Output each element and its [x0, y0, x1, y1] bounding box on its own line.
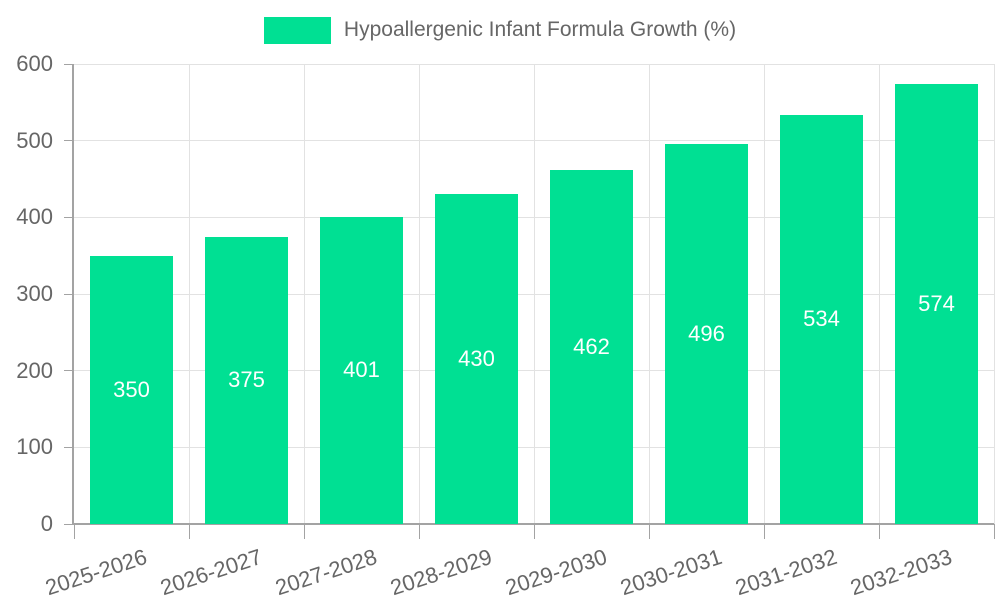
- x-gridline: [303, 64, 305, 524]
- x-tick-label: 2032-2033: [847, 544, 956, 600]
- x-axis-tick: [188, 524, 190, 539]
- x-tick-label: 2030-2031: [617, 544, 726, 600]
- y-tick-label: 500: [16, 127, 53, 153]
- x-tick-label: 2027-2028: [272, 544, 381, 600]
- x-gridline: [763, 64, 765, 524]
- y-axis-tick: [64, 293, 74, 295]
- x-tick-label: 2026-2027: [157, 544, 266, 600]
- x-axis-tick: [533, 524, 535, 539]
- x-tick-label: 2028-2029: [387, 544, 496, 600]
- x-gridline: [648, 64, 650, 524]
- bar[interactable]: [780, 114, 863, 524]
- y-axis-tick: [64, 140, 74, 142]
- x-gridline: [878, 64, 880, 524]
- bar[interactable]: [665, 143, 748, 524]
- x-gridline: [533, 64, 535, 524]
- y-axis-tick: [64, 446, 74, 448]
- x-axis-tick: [878, 524, 880, 539]
- x-axis-tick: [73, 524, 75, 539]
- y-axis-tick: [64, 370, 74, 372]
- legend-swatch: [263, 16, 331, 44]
- x-tick-label: 2029-2030: [502, 544, 611, 600]
- y-axis-tick: [64, 216, 74, 218]
- y-tick-label: 0: [40, 511, 53, 536]
- y-gridline: [74, 63, 994, 65]
- x-gridline: [993, 64, 995, 524]
- legend-label: Hypoallergenic Infant Formula Growth (%): [343, 18, 737, 41]
- y-tick-label: 300: [16, 281, 53, 306]
- x-gridline: [418, 64, 420, 524]
- bar[interactable]: [895, 83, 978, 524]
- bar[interactable]: [205, 236, 288, 524]
- y-axis-tick: [64, 63, 74, 65]
- bar[interactable]: [550, 169, 633, 524]
- x-axis-tick: [763, 524, 765, 539]
- x-tick-label: 2025-2026: [42, 544, 151, 600]
- x-gridline: [188, 64, 190, 524]
- bar[interactable]: [90, 255, 173, 524]
- x-axis-tick: [418, 524, 420, 539]
- y-axis-tick: [64, 523, 74, 525]
- x-axis-tick: [993, 524, 995, 539]
- bar[interactable]: [320, 216, 403, 524]
- bar[interactable]: [435, 194, 518, 524]
- y-tick-label: 100: [16, 434, 53, 460]
- y-tick-label: 200: [16, 357, 53, 383]
- x-tick-label: 2031-2032: [732, 544, 841, 600]
- legend-item[interactable]: Hypoallergenic Infant Formula Growth (%): [0, 15, 1000, 45]
- y-axis-line: [72, 64, 74, 524]
- x-axis-tick: [303, 524, 305, 539]
- x-axis-tick: [648, 524, 650, 539]
- y-tick-label: 600: [16, 51, 53, 76]
- y-tick-label: 400: [16, 204, 53, 230]
